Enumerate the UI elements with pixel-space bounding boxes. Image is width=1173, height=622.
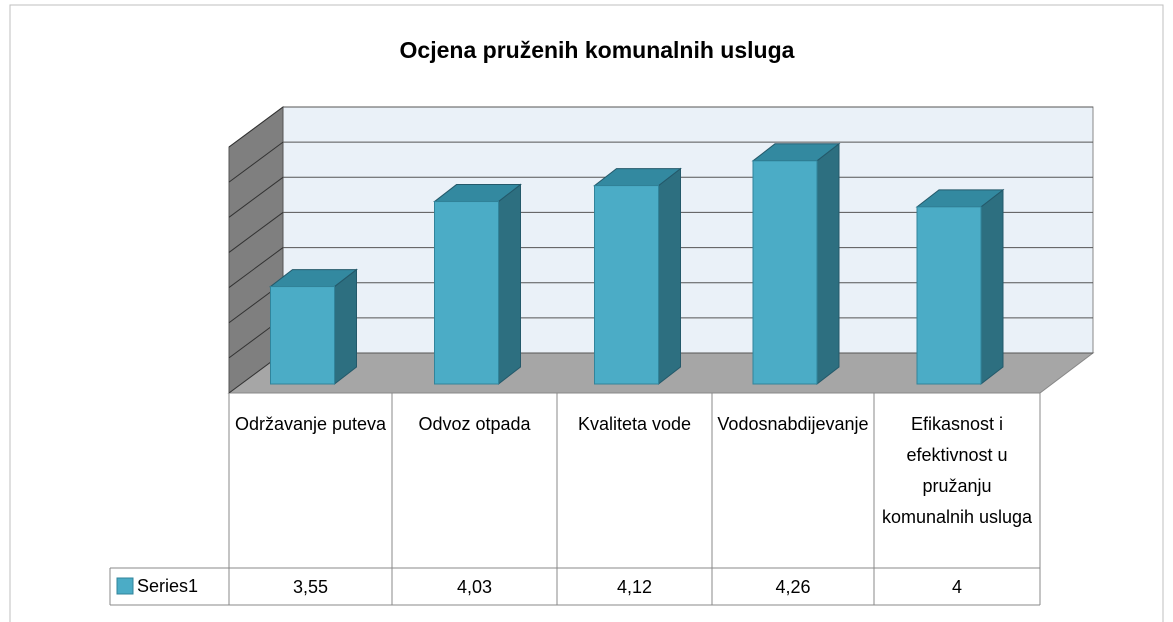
bar [915, 188, 1005, 386]
bar [433, 183, 522, 386]
legend-swatch [116, 577, 134, 595]
chart-frame [9, 4, 1164, 622]
bar-front [752, 160, 818, 385]
bar-side [816, 142, 840, 386]
data-table-value: 4,12 [617, 577, 652, 597]
grid-line [228, 176, 284, 218]
data-table-value: 4,03 [457, 577, 492, 597]
category-cell: Kvaliteta vode [577, 414, 692, 434]
bar-front [434, 201, 499, 385]
chart-title: Ocjena pruženih komunalnih usluga [400, 37, 795, 63]
category-cell: Efikasnost i efektivnost u pružanju komu… [881, 414, 1033, 527]
legend-label: Series1 [137, 576, 198, 596]
x-tick-label: Vodosnabdijevanje [717, 414, 869, 434]
data-table-value: 3,55 [293, 577, 328, 597]
category-cell: Održavanje puteva [234, 414, 387, 434]
data-table-value: 4 [952, 577, 962, 597]
table-cells: Održavanje puteva Odvoz otpada Kvaliteta v… [116, 414, 1033, 597]
grid-line [228, 106, 284, 148]
grid-line [228, 247, 284, 288]
bar-front [594, 185, 659, 385]
category-cell: Odvoz otpada [418, 414, 531, 434]
grid-line [228, 141, 284, 183]
data-table-value: 4,26 [775, 577, 810, 597]
bar-side [334, 268, 357, 386]
bar [269, 268, 358, 386]
data-table [109, 393, 1041, 606]
bar [751, 142, 841, 386]
bar-front [270, 286, 335, 385]
bar-front [916, 206, 982, 385]
x-tick-label: Odvoz otpada [418, 414, 531, 434]
bar-side [658, 167, 681, 386]
x-tick-label: Održavanje puteva [234, 414, 387, 434]
bars [269, 142, 1005, 386]
x-tick-label: Kvaliteta vode [577, 414, 692, 434]
bar-side [498, 183, 521, 386]
grid-line [228, 212, 284, 253]
category-cell: Vodosnabdijevanje [717, 414, 869, 434]
bar [593, 167, 682, 386]
bar-side [980, 188, 1004, 386]
x-tick-label: Efikasnost i efektivnost u pružanju komu… [881, 414, 1033, 527]
